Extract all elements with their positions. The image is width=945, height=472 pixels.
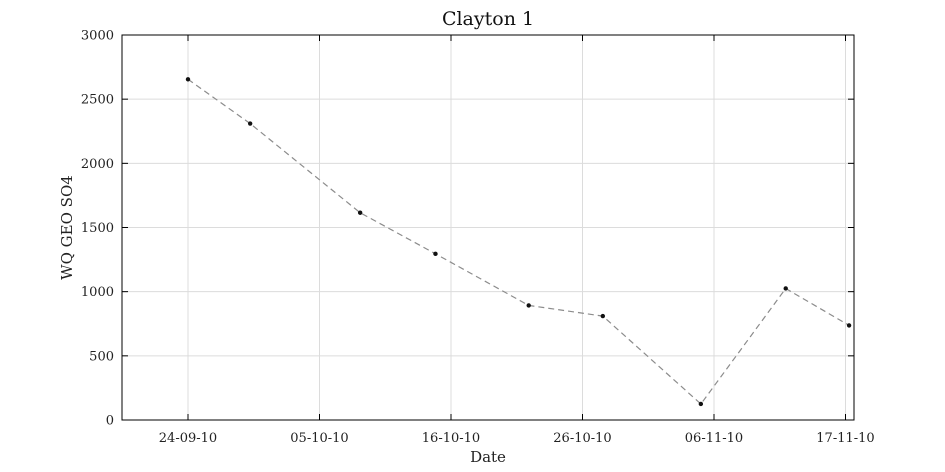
data-point xyxy=(357,210,363,215)
data-series xyxy=(185,77,852,407)
x-tick-label: 17-11-10 xyxy=(816,431,874,446)
data-point xyxy=(698,401,704,407)
y-axis-label: WQ GEO SO4 xyxy=(58,175,76,280)
y-tick-label: 1500 xyxy=(81,221,114,236)
data-point xyxy=(783,286,788,291)
chart-title: Clayton 1 xyxy=(442,8,534,30)
x-axis-label: Date xyxy=(470,448,506,466)
y-tick-label: 0 xyxy=(106,414,114,429)
x-tick-label: 26-10-10 xyxy=(553,431,611,446)
grid-lines xyxy=(122,35,854,420)
x-tick-label: 05-10-10 xyxy=(290,431,348,446)
x-tick-label: 16-10-10 xyxy=(422,431,480,446)
data-point xyxy=(433,251,438,257)
x-tick-label: 24-09-10 xyxy=(159,431,217,446)
y-tick-label: 2000 xyxy=(81,157,114,172)
x-tick-label: 06-11-10 xyxy=(685,431,743,446)
data-point xyxy=(526,303,531,308)
data-point xyxy=(185,77,191,82)
y-tick-label: 3000 xyxy=(81,29,114,44)
data-point xyxy=(846,323,852,328)
y-tick-label: 2500 xyxy=(81,93,114,108)
axes: 0 500 1000 1500 2000 2500 3000 24-09-10 05-10-10… xyxy=(81,29,875,447)
data-point xyxy=(600,313,606,319)
data-point xyxy=(247,121,253,126)
y-tick-label: 1000 xyxy=(81,285,114,300)
y-tick-label: 500 xyxy=(89,349,114,364)
